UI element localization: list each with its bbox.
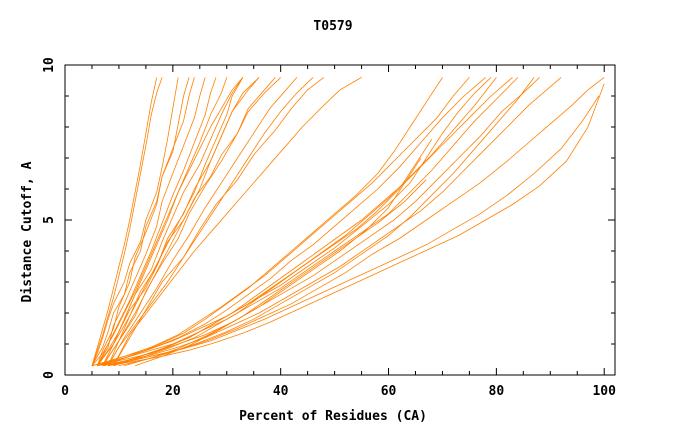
series-line-5	[97, 77, 195, 366]
series-line-25	[102, 95, 600, 367]
series-line-7	[97, 77, 217, 366]
series-line-2	[91, 77, 163, 366]
series-line-13	[113, 77, 325, 366]
x-tick-label: 20	[165, 384, 181, 399]
series-line-1	[91, 77, 158, 366]
series-line-15	[91, 77, 244, 366]
series-line-34	[124, 157, 422, 367]
series-line-24	[102, 77, 605, 367]
series-layer	[91, 77, 605, 367]
series-line-32	[118, 77, 535, 367]
series-line-19	[102, 77, 260, 366]
series-line-16	[97, 77, 281, 366]
series-line-14	[113, 77, 362, 366]
series-line-20	[91, 77, 492, 367]
series-line-18	[97, 77, 244, 366]
series-line-22	[97, 77, 540, 367]
series-line-11	[107, 77, 276, 366]
series-line-12	[107, 77, 298, 366]
plot-frame	[64, 64, 616, 376]
series-line-23	[97, 77, 562, 367]
series-line-28	[97, 77, 470, 367]
series-line-33	[134, 179, 427, 367]
series-line-30	[107, 77, 513, 367]
tick-layer: 0 20 40 60 80 100 0 5 10	[42, 57, 616, 399]
x-tick-label: 60	[381, 384, 397, 399]
y-tick-label: 0	[42, 371, 57, 379]
series-line-3	[91, 77, 179, 366]
y-axis-label: Distance Cutoff, A	[20, 161, 35, 302]
y-tick-label: 10	[42, 57, 57, 73]
series-line-9	[102, 77, 244, 366]
series-line-6	[97, 77, 206, 366]
series-line-29	[102, 77, 443, 367]
series-line-21	[91, 77, 519, 367]
y-tick-label: 5	[42, 216, 57, 224]
series-line-8	[102, 77, 228, 366]
x-axis-label: Percent of Residues (CA)	[239, 409, 427, 424]
x-tick-label: 100	[592, 384, 616, 399]
series-line-35	[113, 139, 433, 367]
x-tick-label: 0	[61, 384, 69, 399]
x-tick-label: 80	[489, 384, 505, 399]
chart-title: T0579	[313, 19, 352, 34]
series-line-27	[97, 77, 486, 367]
series-line-26	[108, 83, 605, 367]
series-line-17	[107, 77, 314, 366]
x-tick-label: 40	[273, 384, 289, 399]
